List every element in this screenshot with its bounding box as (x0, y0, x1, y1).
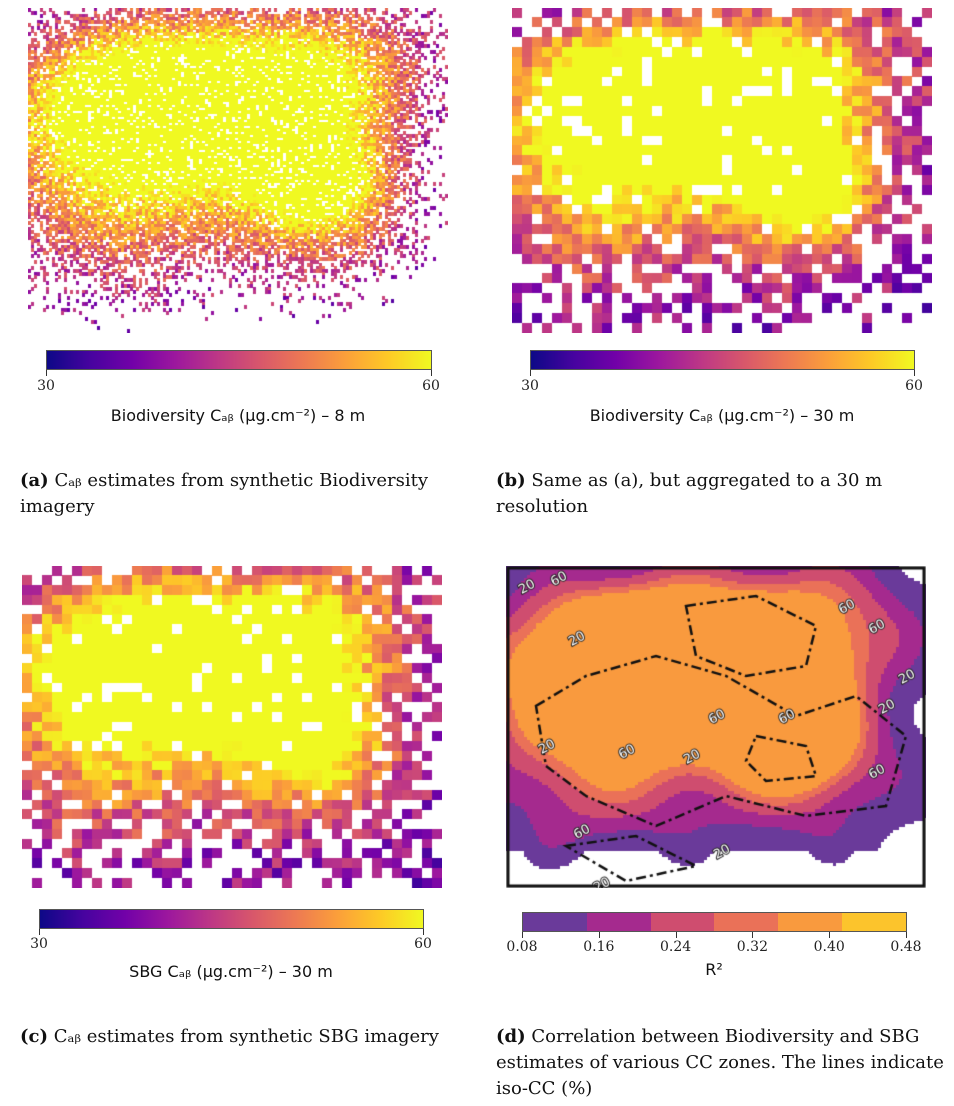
caption-c-text: Cₐᵦ estimates from synthetic SBG imagery (53, 1026, 439, 1047)
colorbar-d-tick (906, 932, 907, 938)
colorbar-a-max: 60 (422, 378, 440, 394)
caption-d-text: Correlation between Biodiversity and SBG… (496, 1026, 944, 1099)
colorbar-d-segment (650, 913, 715, 931)
colorbar-a-min: 30 (37, 378, 55, 394)
heatmap-b (512, 8, 932, 333)
colorbar-d-segment (586, 913, 651, 931)
caption-d-label: (d) (496, 1026, 526, 1047)
caption-b-text: Same as (a), but aggregated to a 30 m re… (496, 470, 883, 517)
colorbar-d-tick-label: 0.24 (660, 939, 692, 955)
colorbar-c-min: 30 (30, 936, 48, 952)
colorbar-d-tick-label: 0.48 (890, 939, 922, 955)
colorbar-c-title: SBG Cₐᵦ (μg.cm⁻²) – 30 m (129, 962, 333, 981)
contour-map-d (506, 566, 926, 888)
colorbar-d-segment (842, 913, 906, 931)
colorbar-d-tick (598, 932, 600, 938)
heatmap-c (22, 566, 442, 888)
colorbar-c-max: 60 (414, 936, 432, 952)
colorbar-d-tick (752, 932, 754, 938)
colorbar-d-tick-label: 0.16 (583, 939, 615, 955)
caption-b-label: (b) (496, 470, 526, 491)
heatmap-a (28, 8, 448, 333)
colorbar-a-title: Biodiversity Cₐᵦ (μg.cm⁻²) – 8 m (110, 406, 366, 425)
caption-a: (a) Cₐᵦ estimates from synthetic Biodive… (20, 468, 470, 520)
colorbar-d-tick-label: 0.32 (736, 939, 768, 955)
colorbar-d-tick-label: 0.08 (506, 939, 538, 955)
caption-a-label: (a) (20, 470, 49, 491)
caption-b: (b) Same as (a), but aggregated to a 30 … (496, 468, 946, 520)
colorbar-d (522, 912, 907, 932)
colorbar-d-tick (675, 932, 677, 938)
colorbar-c (39, 909, 424, 929)
caption-a-text: Cₐᵦ estimates from synthetic Biodiversit… (20, 470, 429, 517)
caption-c: (c) Cₐᵦ estimates from synthetic SBG ima… (20, 1024, 470, 1050)
colorbar-d-title: R² (705, 960, 723, 979)
caption-c-label: (c) (20, 1026, 48, 1047)
colorbar-b-max: 60 (905, 378, 923, 394)
colorbar-d-segment (778, 913, 843, 931)
colorbar-b-min: 30 (521, 378, 539, 394)
colorbar-d-segment (714, 913, 779, 931)
colorbar-b-title: Biodiversity Cₐᵦ (μg.cm⁻²) – 30 m (589, 406, 855, 425)
caption-d: (d) Correlation between Biodiversity and… (496, 1024, 946, 1102)
colorbar-d-tick (829, 932, 831, 938)
colorbar-a (46, 350, 432, 370)
colorbar-d-segment (523, 913, 587, 931)
colorbar-b (530, 350, 915, 370)
colorbar-d-tick (522, 932, 523, 938)
colorbar-d-tick-label: 0.40 (813, 939, 845, 955)
